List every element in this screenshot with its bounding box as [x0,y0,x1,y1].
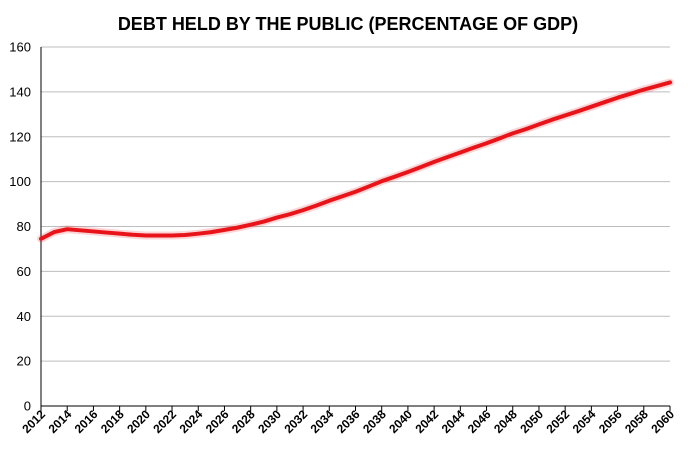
x-tick-label: 2022 [150,407,179,436]
data-point [642,88,646,92]
data-point [393,175,397,179]
x-tick-label: 2056 [596,407,625,436]
data-point [563,113,567,118]
data-point [432,160,436,164]
y-tick-label: 140 [9,84,31,99]
x-tick-label: 2028 [229,407,258,436]
x-tick-label: 2038 [360,407,389,436]
data-point [39,237,43,241]
data-point [406,170,410,174]
x-tick-label: 2014 [46,407,75,436]
data-point [484,141,489,145]
data-point [615,96,620,100]
data-point [340,194,344,198]
x-tick-label: 2034 [308,407,337,436]
x-tick-label: 2046 [465,407,494,436]
data-point [314,204,318,208]
data-point [367,184,371,189]
data-point [524,127,528,131]
x-tick-label: 2016 [72,407,101,436]
x-tick-label: 2032 [281,407,310,436]
x-tick-label: 2052 [544,407,573,436]
data-point [104,230,109,235]
y-tick-label: 60 [17,264,31,279]
data-point [249,223,253,227]
x-tick-label: 2054 [570,407,599,436]
data-point [183,233,187,237]
data-point [327,199,331,203]
data-point [380,179,384,183]
x-axis: 2012201420162018202020222024202620282030… [19,406,677,436]
data-point [222,228,227,232]
data-point [144,233,148,238]
series-layer [37,78,674,243]
y-tick-label: 40 [17,309,31,324]
data-point [235,226,240,230]
data-point [419,165,423,169]
x-tick-label: 2044 [439,407,468,436]
chart-title: DEBT HELD BY THE PUBLIC (PERCENTAGE OF G… [118,14,578,34]
data-point [511,131,515,135]
data-point [301,208,305,212]
series-line-glow [37,78,674,243]
data-point [668,80,672,85]
data-point [576,109,580,113]
data-point [550,118,554,122]
x-tick-label: 2026 [203,407,232,436]
y-axis: 0 20 40 60 80 100 120 140 160 [9,40,31,414]
x-tick-label: 2036 [334,407,363,436]
y-tick-label: 160 [9,40,31,55]
data-point [52,230,56,234]
x-tick-label: 2040 [386,407,415,436]
series-line [39,80,672,241]
y-tick-label: 80 [17,219,31,234]
data-point [91,229,96,234]
data-point [537,122,541,127]
data-point [118,232,122,236]
data-point [471,146,476,150]
x-tick-label: 2050 [517,407,546,436]
y-tick-label: 120 [9,129,31,144]
data-point [589,105,593,109]
data-point [353,190,358,194]
data-point [445,155,449,159]
data-point [498,136,502,140]
data-point [78,228,82,232]
gridlines [41,46,670,362]
data-point [131,233,135,237]
data-point [262,219,266,224]
x-tick-label: 2042 [412,407,441,436]
x-tick-label: 2058 [622,407,651,436]
x-tick-label: 2020 [124,407,153,436]
data-point [65,227,69,231]
x-tick-label: 2030 [255,407,284,436]
x-tick-label: 2060 [648,407,677,436]
y-tick-label: 20 [17,354,31,369]
y-tick-label: 0 [24,399,31,414]
data-point [655,84,659,88]
data-point [157,233,161,238]
data-point [170,233,174,238]
data-point [602,100,607,104]
x-tick-label: 2018 [98,407,127,436]
data-point [288,212,292,216]
data-point [275,215,279,220]
x-tick-label: 2048 [491,407,520,436]
data-point [209,230,213,234]
data-point [458,150,462,155]
x-tick-label: 2024 [177,407,206,436]
y-tick-label: 100 [9,174,31,189]
data-point [629,92,633,96]
data-point [196,232,200,236]
